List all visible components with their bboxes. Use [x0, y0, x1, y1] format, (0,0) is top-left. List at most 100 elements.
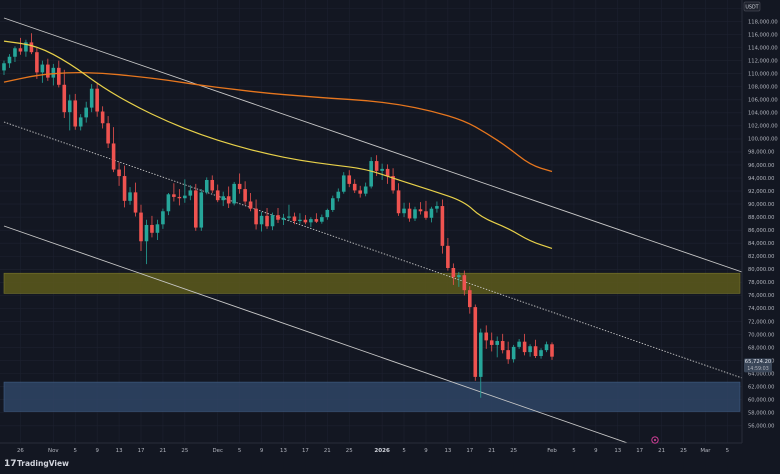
candle[interactable]: [336, 188, 341, 202]
candle[interactable]: [215, 184, 220, 203]
candle[interactable]: [226, 186, 231, 209]
resistance-zone[interactable]: [3, 272, 741, 294]
candle[interactable]: [495, 336, 499, 358]
candle[interactable]: [7, 54, 12, 68]
event-marker[interactable]: [651, 436, 659, 444]
candle[interactable]: [484, 325, 489, 349]
candle[interactable]: [150, 215, 154, 238]
candle[interactable]: [51, 63, 56, 86]
currency-badge[interactable]: USDT: [743, 1, 761, 12]
channel-lower-line[interactable]: [3, 225, 637, 447]
candle[interactable]: [435, 201, 439, 213]
candle[interactable]: [506, 341, 510, 364]
candle[interactable]: [177, 189, 182, 206]
candle[interactable]: [309, 217, 313, 227]
candle[interactable]: [522, 333, 527, 356]
candle[interactable]: [462, 270, 467, 296]
candle[interactable]: [369, 157, 373, 189]
candle[interactable]: [106, 116, 110, 149]
candle[interactable]: [303, 215, 308, 225]
candle[interactable]: [199, 189, 204, 231]
candle[interactable]: [407, 202, 412, 222]
candle[interactable]: [210, 175, 215, 194]
candle[interactable]: [188, 185, 193, 201]
candle[interactable]: [139, 204, 143, 252]
candle[interactable]: [358, 185, 362, 198]
candle[interactable]: [254, 199, 258, 230]
candle[interactable]: [292, 212, 297, 225]
candle[interactable]: [122, 165, 127, 208]
candle[interactable]: [67, 94, 72, 131]
candle[interactable]: [84, 101, 88, 123]
candle[interactable]: [287, 204, 291, 222]
candle[interactable]: [402, 202, 406, 218]
candle[interactable]: [13, 46, 17, 62]
support-zone[interactable]: [3, 381, 741, 412]
candle[interactable]: [341, 172, 346, 194]
candle[interactable]: [489, 332, 494, 352]
candle[interactable]: [391, 168, 395, 194]
candle[interactable]: [478, 328, 483, 398]
candle[interactable]: [95, 83, 99, 117]
candle[interactable]: [429, 206, 434, 223]
candle[interactable]: [100, 106, 105, 129]
candle[interactable]: [78, 114, 83, 131]
candle[interactable]: [276, 208, 280, 224]
candle[interactable]: [418, 202, 423, 215]
channel-upper-line[interactable]: [3, 17, 743, 273]
candle[interactable]: [380, 163, 384, 180]
candle[interactable]: [172, 183, 176, 202]
candle[interactable]: [440, 199, 445, 254]
candle[interactable]: [550, 342, 554, 360]
candle[interactable]: [183, 179, 187, 203]
slow-moving-average-line[interactable]: [3, 72, 553, 173]
candle[interactable]: [73, 93, 78, 130]
fast-moving-average-line[interactable]: [3, 40, 553, 250]
candles[interactable]: [2, 33, 554, 398]
candle[interactable]: [314, 213, 319, 224]
candle[interactable]: [248, 193, 253, 212]
candle[interactable]: [133, 182, 138, 217]
candle[interactable]: [544, 341, 549, 353]
candle[interactable]: [161, 208, 165, 229]
candle[interactable]: [117, 162, 121, 186]
candle[interactable]: [29, 33, 34, 55]
candle[interactable]: [539, 348, 543, 359]
candle[interactable]: [385, 164, 390, 184]
candle[interactable]: [396, 183, 401, 216]
candle[interactable]: [331, 195, 335, 212]
channel-mid-line[interactable]: [3, 121, 743, 379]
candle[interactable]: [89, 84, 94, 113]
candle[interactable]: [528, 344, 532, 357]
candle[interactable]: [270, 212, 275, 231]
candle[interactable]: [128, 187, 132, 205]
candle[interactable]: [155, 219, 160, 240]
candle[interactable]: [347, 170, 352, 188]
candle[interactable]: [111, 127, 116, 173]
candle[interactable]: [46, 58, 50, 81]
candle[interactable]: [352, 179, 357, 194]
candle[interactable]: [2, 60, 6, 76]
candle[interactable]: [511, 344, 516, 363]
candle[interactable]: [243, 181, 247, 205]
candle[interactable]: [446, 238, 450, 271]
candle[interactable]: [57, 60, 61, 88]
candle[interactable]: [320, 214, 324, 224]
candle[interactable]: [298, 213, 302, 224]
candle[interactable]: [533, 339, 538, 358]
candle[interactable]: [451, 263, 456, 285]
candle[interactable]: [204, 177, 209, 195]
candle[interactable]: [18, 37, 23, 55]
candle[interactable]: [232, 181, 236, 206]
candle[interactable]: [265, 208, 269, 229]
candle[interactable]: [424, 200, 428, 220]
candle[interactable]: [144, 219, 149, 265]
candle[interactable]: [221, 191, 225, 207]
candle[interactable]: [24, 39, 28, 57]
tradingview-logo[interactable]: 17 TradingView: [4, 459, 69, 469]
candle[interactable]: [468, 286, 472, 314]
candle[interactable]: [325, 208, 330, 220]
candle[interactable]: [457, 271, 461, 287]
candle[interactable]: [259, 211, 264, 232]
